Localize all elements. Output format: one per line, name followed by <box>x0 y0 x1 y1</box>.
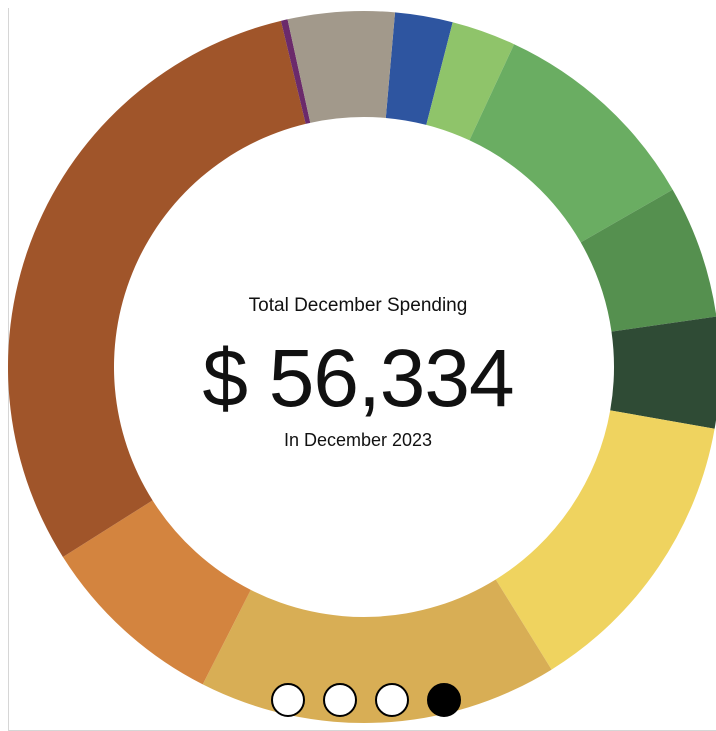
donut-slice-11[interactable] <box>287 11 396 123</box>
donut-slice-2[interactable] <box>426 22 515 141</box>
page-dot-2[interactable] <box>323 683 357 717</box>
donut-slice-6[interactable] <box>495 410 715 670</box>
page-indicator <box>0 683 716 717</box>
period-label: In December 2023 <box>283 430 433 450</box>
donut-slice-8[interactable] <box>62 500 251 685</box>
page-dot-4[interactable] <box>427 683 461 717</box>
donut-slice-10[interactable] <box>280 19 311 124</box>
total-amount: $ 56,334 <box>202 333 514 424</box>
chart-subtitle: Total December Spending <box>248 295 468 316</box>
page-dot-1[interactable] <box>271 683 305 717</box>
donut-slice-5[interactable] <box>610 316 716 429</box>
donut-slice-4[interactable] <box>580 189 716 332</box>
donut-slice-3[interactable] <box>469 44 673 243</box>
page-dot-3[interactable] <box>375 683 409 717</box>
donut-slice-9[interactable] <box>7 20 306 557</box>
donut-slice-1[interactable] <box>385 12 453 125</box>
